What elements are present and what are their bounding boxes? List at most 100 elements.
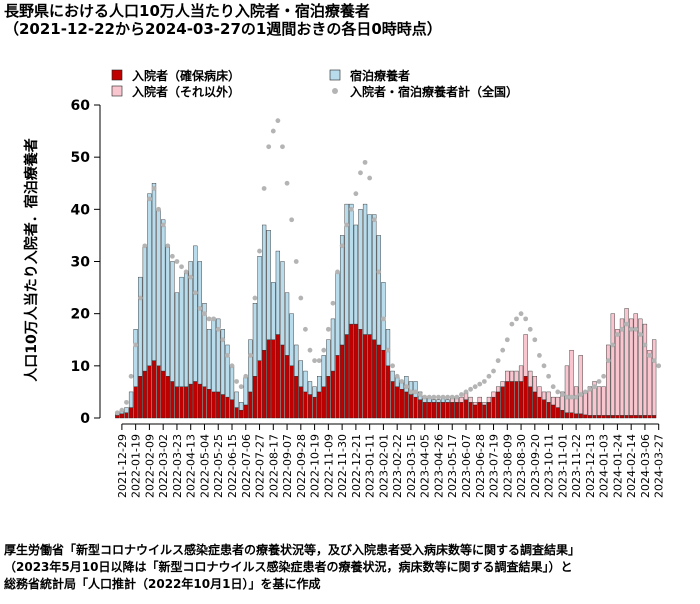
bar	[372, 214, 377, 340]
bar	[486, 396, 492, 403]
point	[284, 180, 290, 186]
bar	[335, 355, 340, 419]
bar	[569, 349, 574, 413]
point	[192, 290, 198, 296]
bar	[147, 193, 152, 367]
point	[179, 264, 184, 270]
bar	[216, 391, 221, 419]
point	[472, 384, 478, 390]
bar	[326, 339, 331, 377]
point	[335, 269, 340, 275]
bar	[642, 415, 648, 419]
point	[514, 316, 519, 322]
bar	[349, 323, 354, 419]
bar	[596, 386, 602, 416]
point	[252, 295, 258, 301]
point	[266, 144, 272, 150]
point	[468, 386, 473, 392]
point	[390, 363, 395, 369]
point	[321, 347, 327, 353]
bar	[473, 402, 478, 406]
x-tick-label: 2023-02-22	[391, 434, 404, 498]
bar	[225, 396, 230, 419]
bar	[413, 381, 418, 398]
x-tick-label: 2024-03-27	[653, 434, 666, 498]
point	[601, 373, 607, 379]
bar	[170, 261, 175, 382]
bar	[436, 402, 441, 419]
x-tick-label: 2022-02-09	[143, 434, 156, 498]
bar	[261, 224, 267, 351]
bar	[138, 276, 143, 377]
point	[605, 358, 611, 364]
point	[114, 410, 120, 416]
bar	[243, 404, 248, 419]
bar	[229, 399, 235, 419]
bar	[495, 391, 501, 419]
y-tick-label: 20	[71, 307, 91, 323]
bar	[294, 344, 299, 377]
bar	[326, 376, 331, 419]
point	[582, 389, 588, 395]
bar	[128, 391, 134, 408]
bar	[220, 394, 225, 419]
bar	[651, 415, 657, 419]
bar	[275, 334, 281, 419]
bar	[147, 365, 152, 419]
point	[298, 295, 304, 301]
point	[229, 363, 235, 369]
point	[633, 326, 639, 332]
chart-title: 長野県における人口10万人当たり入院者・宿泊療養者	[4, 2, 370, 20]
bar	[459, 402, 464, 419]
bar	[615, 329, 620, 416]
bar	[257, 256, 262, 361]
bar	[133, 386, 138, 419]
bar	[252, 303, 258, 377]
point	[454, 394, 460, 400]
point	[532, 337, 538, 343]
bar	[587, 415, 593, 419]
bar	[197, 261, 203, 385]
bar	[372, 339, 377, 419]
x-tick-label: 2022-01-19	[130, 434, 143, 498]
point	[358, 170, 363, 176]
bar	[573, 386, 579, 415]
bar	[551, 404, 556, 419]
bar	[477, 396, 482, 403]
bar	[349, 203, 354, 325]
point	[459, 392, 464, 397]
bar	[560, 391, 565, 411]
bar	[509, 370, 515, 382]
bar	[142, 245, 147, 372]
point	[518, 311, 524, 317]
bar	[422, 402, 427, 419]
bar	[161, 370, 166, 419]
bar	[514, 381, 519, 419]
bar	[569, 412, 574, 419]
x-tick-label: 2022-10-19	[309, 434, 322, 498]
point	[436, 394, 441, 400]
point	[344, 222, 350, 228]
bar	[284, 292, 290, 356]
legend-swatch	[332, 88, 338, 94]
x-tick-label: 2023-07-19	[488, 434, 501, 498]
bar	[165, 376, 170, 419]
point	[413, 389, 418, 395]
legend-swatch	[111, 69, 123, 81]
x-tick-label: 2023-09-20	[529, 434, 542, 498]
point	[417, 392, 423, 397]
point	[596, 379, 602, 384]
bar	[601, 386, 606, 416]
bar	[206, 329, 212, 390]
bar	[142, 370, 147, 419]
bar	[555, 396, 560, 408]
bar	[165, 245, 170, 377]
point	[504, 337, 510, 343]
x-tick-label: 2021-12-29	[116, 434, 129, 498]
point	[537, 353, 542, 358]
x-tick-label: 2023-05-17	[446, 434, 459, 498]
point	[225, 353, 230, 358]
bar	[546, 391, 551, 403]
bar	[211, 318, 216, 393]
bar	[317, 391, 322, 419]
